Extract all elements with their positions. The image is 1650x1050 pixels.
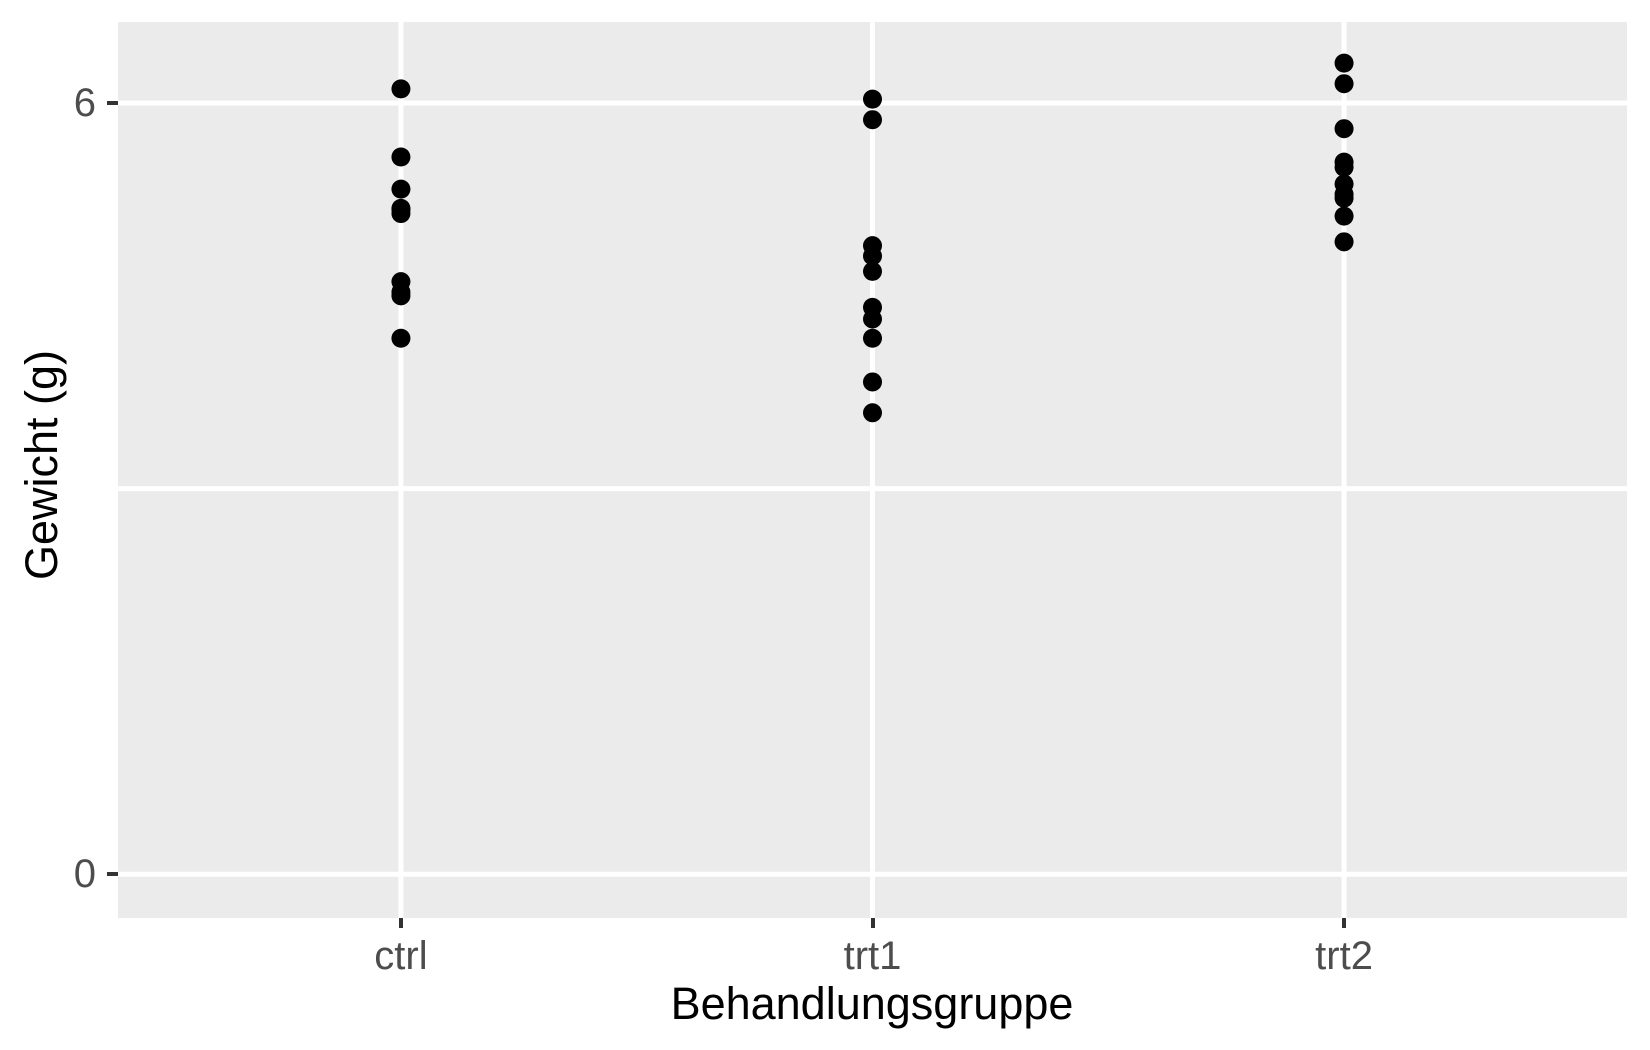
data-point-trt1 [863, 110, 882, 130]
y-tick-mark-6 [107, 100, 118, 105]
y-axis-title: Gewicht (g) [16, 349, 67, 581]
data-point-ctrl [391, 147, 411, 167]
y-tick-mark-0 [107, 872, 118, 877]
data-point-trt2 [1334, 157, 1354, 177]
data-point-ctrl [391, 179, 411, 199]
x-tick-label-trt1: trt1 [843, 934, 902, 978]
data-point-trt2 [1334, 232, 1354, 252]
data-point-trt1 [863, 236, 882, 256]
data-point-trt2 [1334, 74, 1354, 94]
data-point-trt1 [863, 403, 882, 423]
data-point-ctrl [391, 328, 411, 348]
data-point-trt1 [863, 372, 882, 392]
data-point-trt1 [863, 89, 882, 109]
x-tick-mark-trt2 [1342, 918, 1347, 928]
data-point-trt2 [1334, 119, 1354, 139]
chart-canvas [118, 22, 1627, 918]
data-point-trt2 [1334, 206, 1354, 226]
data-point-trt1 [863, 309, 882, 329]
y-tick-label-6: 6 [73, 80, 96, 125]
x-tick-label-trt2: trt2 [1315, 934, 1373, 978]
y-tick-label-0: 0 [73, 852, 96, 897]
data-point-ctrl [391, 282, 411, 302]
data-point-trt1 [863, 261, 882, 281]
x-axis-title: Behandlungsgruppe [670, 978, 1074, 1029]
plot-panel [118, 22, 1627, 918]
data-point-ctrl [391, 79, 411, 99]
x-tick-mark-trt1 [870, 918, 875, 928]
data-point-trt1 [863, 328, 882, 348]
x-tick-mark-ctrl [398, 918, 403, 928]
data-point-ctrl [391, 204, 411, 224]
data-point-trt2 [1334, 188, 1354, 208]
x-tick-label-ctrl: ctrl [374, 934, 428, 978]
data-point-trt2 [1334, 53, 1354, 73]
